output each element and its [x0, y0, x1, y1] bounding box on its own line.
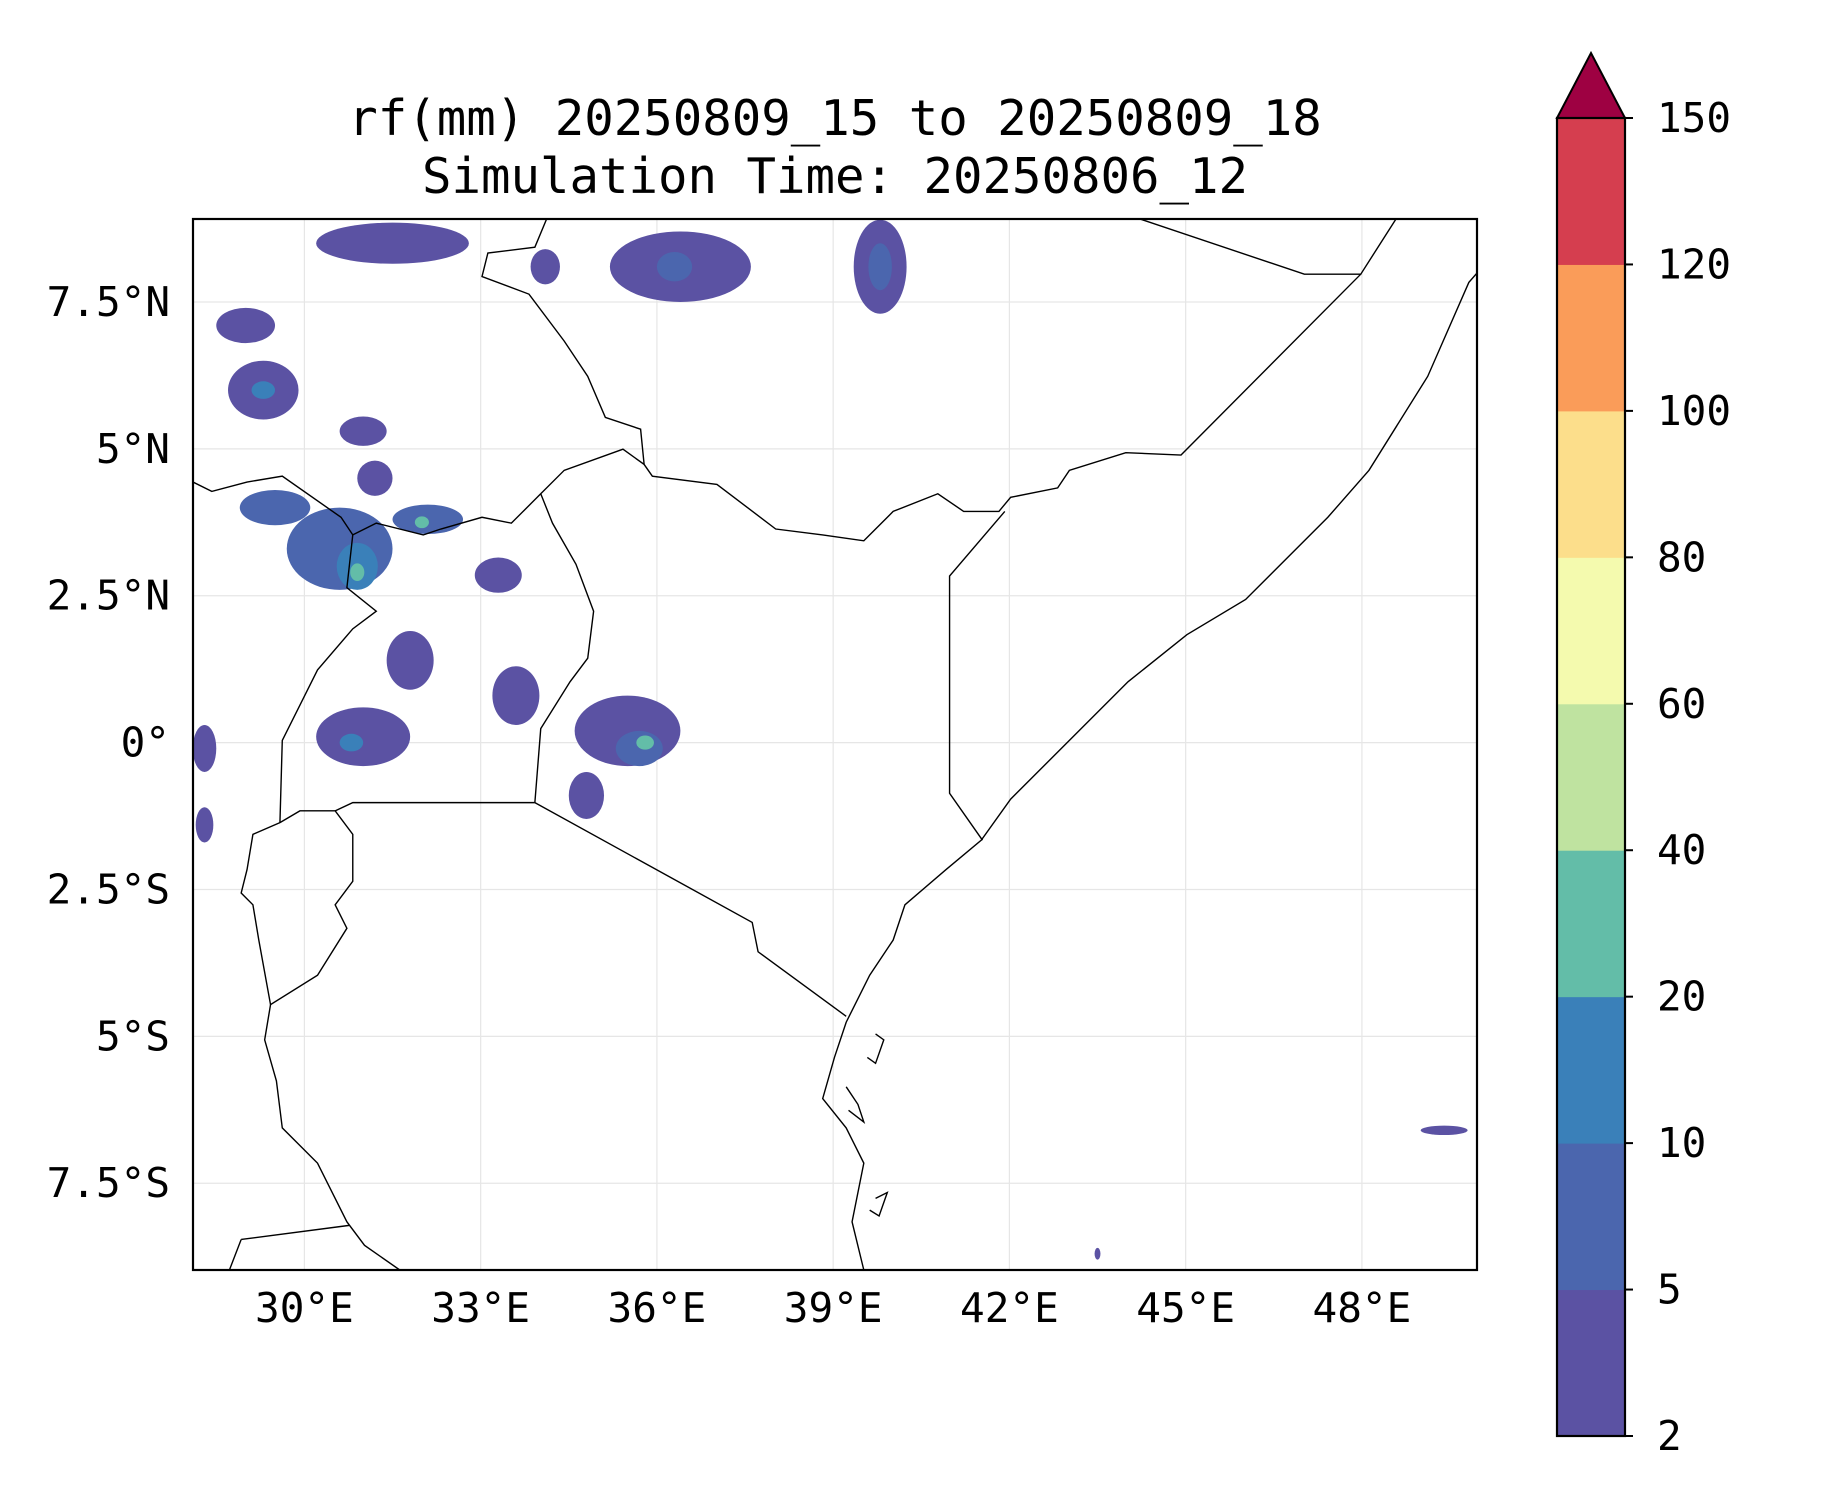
y-tick-label: 2.5°S	[47, 865, 170, 913]
border-line	[845, 1086, 866, 1124]
x-tick-label: 30°E	[255, 1284, 354, 1332]
x-tick-label: 33°E	[431, 1284, 530, 1332]
colorbar-tick-label: 5	[1657, 1266, 1682, 1314]
border-line	[821, 272, 1477, 1270]
colorbar: 2 5 10 20 40 60 80 100 120 150	[1555, 50, 1731, 1460]
colorbar-tick-label: 2	[1657, 1412, 1682, 1460]
border-line	[279, 534, 378, 823]
rainfall-contours	[193, 219, 1468, 1260]
y-tick-label: 2.5°N	[47, 572, 170, 620]
rain-cell	[357, 460, 393, 496]
border-line	[534, 802, 847, 1017]
border-line	[866, 1033, 885, 1065]
rain-cell	[656, 252, 693, 282]
colorbar-segment	[1557, 1143, 1625, 1291]
y-axis-ticks: 7.5°N 5°N 2.5°N 0° 2.5°S 5°S 7.5°S	[47, 278, 170, 1207]
colorbar-tick-label: 100	[1657, 387, 1731, 435]
rain-cell	[615, 730, 663, 767]
colorbar-tick-label: 120	[1657, 240, 1731, 288]
border-line	[481, 219, 645, 465]
colorbar-segment	[1557, 410, 1625, 558]
rain-cell	[414, 516, 429, 529]
rain-cell	[492, 666, 540, 725]
border-line	[240, 810, 354, 1006]
title-line-2: Simulation Time: 20250806_12	[422, 148, 1248, 205]
colorbar-frame	[1555, 116, 1627, 1438]
x-axis-ticks: 30°E 33°E 36°E 39°E 42°E 45°E 48°E	[255, 1284, 1411, 1332]
colorbar-segment	[1557, 557, 1625, 705]
colorbar-tick-label: 10	[1657, 1119, 1706, 1167]
rain-cell	[350, 563, 365, 582]
x-tick-label: 45°E	[1136, 1284, 1235, 1332]
colorbar-segment	[1557, 996, 1625, 1144]
title-line-1: rf(mm) 20250809_15 to 20250809_18	[348, 90, 1322, 147]
border-line	[869, 1191, 889, 1218]
country-borders-coastline	[193, 219, 1477, 1270]
rain-cell	[386, 630, 434, 690]
border-line	[228, 1239, 242, 1270]
rain-cell	[636, 735, 654, 750]
colorbar-tick-label: 60	[1657, 680, 1706, 728]
colorbar-segment	[1557, 118, 1625, 265]
border-line	[241, 1224, 350, 1241]
rain-cell	[239, 489, 311, 526]
colorbar-segment	[1557, 850, 1625, 998]
rain-cell	[1420, 1125, 1468, 1136]
rain-cell	[339, 416, 387, 446]
y-tick-label: 0°	[121, 719, 170, 767]
colorbar-tick-label: 80	[1657, 533, 1706, 581]
border-line	[193, 273, 1362, 542]
rain-cell	[216, 307, 276, 344]
colorbar-tick-label: 150	[1657, 94, 1731, 142]
x-tick-label: 39°E	[784, 1284, 883, 1332]
x-tick-label: 42°E	[960, 1284, 1059, 1332]
rain-cell	[316, 707, 411, 767]
border-line	[334, 801, 535, 812]
border-line	[263, 1004, 401, 1270]
colorbar-tick-label: 40	[1657, 826, 1706, 874]
border-line	[1139, 219, 1397, 275]
y-tick-label: 7.5°N	[47, 278, 170, 326]
rain-cell	[474, 557, 522, 593]
map-frame	[191, 217, 1479, 1272]
rain-cell	[868, 243, 892, 291]
rain-cell	[1094, 1247, 1101, 1260]
x-tick-label: 48°E	[1313, 1284, 1412, 1332]
rain-cell	[568, 771, 605, 819]
border-line	[948, 510, 1006, 841]
rain-cell	[316, 222, 469, 264]
colorbar-tick-label: 20	[1657, 973, 1706, 1021]
y-tick-label: 7.5°S	[47, 1159, 170, 1207]
rain-cell	[251, 381, 276, 399]
rain-cell	[195, 807, 214, 843]
rain-cell	[339, 733, 364, 752]
colorbar-extend-arrow	[1555, 50, 1627, 119]
colorbar-segment	[1557, 264, 1625, 412]
y-tick-label: 5°N	[96, 425, 170, 473]
x-tick-label: 36°E	[608, 1284, 707, 1332]
y-tick-label: 5°S	[96, 1012, 170, 1060]
colorbar-segment	[1557, 703, 1625, 851]
colorbar-segment	[1557, 1289, 1625, 1437]
rain-cell	[193, 724, 217, 772]
border-line	[534, 493, 595, 803]
rain-cell	[530, 249, 560, 285]
